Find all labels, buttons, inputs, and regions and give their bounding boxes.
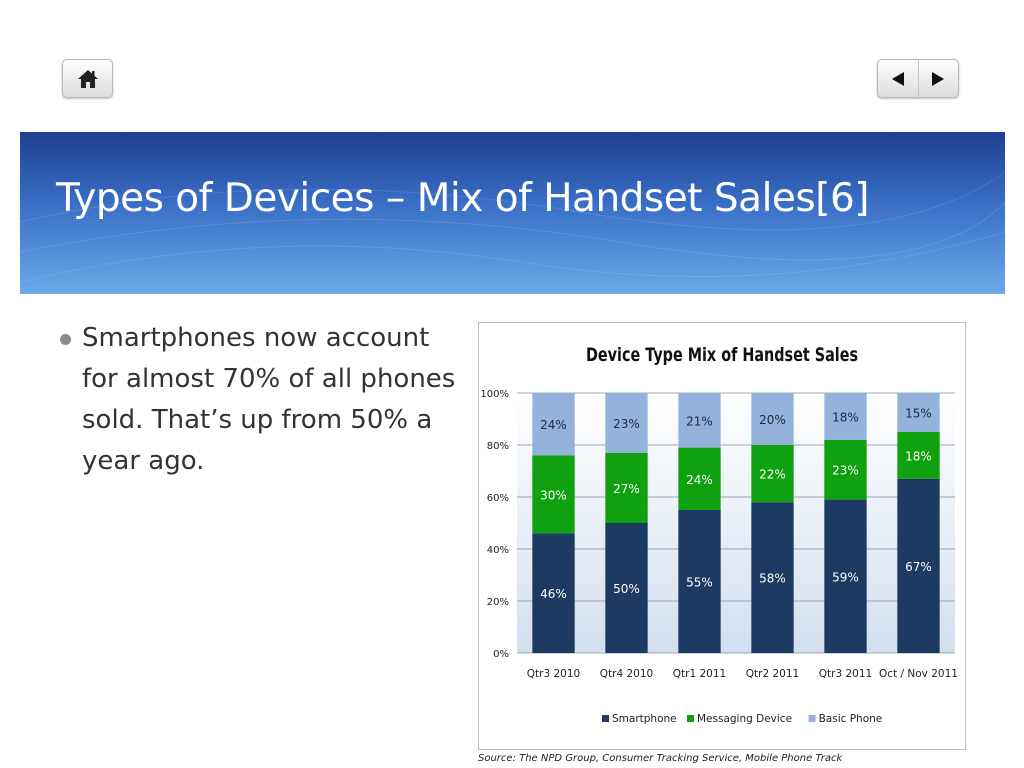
data-label: 18% xyxy=(832,410,859,424)
legend-entry: Basic Phone xyxy=(819,713,883,725)
data-label: 23% xyxy=(613,417,640,431)
stacked-bar-chart: Device Type Mix of Handset Sales 0% 20% 40%… xyxy=(480,344,958,725)
chart-source: Source: The NPD Group, Consumer Tracking… xyxy=(478,753,843,764)
legend-swatch xyxy=(602,715,609,722)
legend-entry: Messaging Device xyxy=(697,713,792,725)
bar-segment xyxy=(532,393,575,456)
legend-swatch xyxy=(808,715,816,722)
home-icon xyxy=(77,69,98,88)
banner-texture xyxy=(20,171,1005,283)
legend-swatch xyxy=(687,715,694,722)
bar-segment xyxy=(605,523,648,653)
triangle-left-icon xyxy=(891,71,904,86)
data-label: 59% xyxy=(832,570,859,584)
data-label: 23% xyxy=(832,464,859,478)
bar-segment xyxy=(678,510,721,653)
data-label: 67% xyxy=(905,560,932,574)
x-tick-label: Qtr3 2011 xyxy=(819,668,872,680)
bar-segment xyxy=(751,445,794,503)
y-tick-label: 60% xyxy=(487,493,509,504)
next-slide-button[interactable] xyxy=(917,60,959,97)
bar-segment xyxy=(532,455,575,534)
slide-title: Types of Devices – Mix of Handset Sales[… xyxy=(56,176,869,221)
slide-pager xyxy=(877,59,959,98)
y-tick-label: 0% xyxy=(493,649,509,660)
data-label: 21% xyxy=(686,414,713,428)
title-banner: Types of Devices – Mix of Handset Sales[… xyxy=(20,132,1005,294)
x-tick-label: Oct / Nov 2011 xyxy=(879,668,958,680)
data-label: 46% xyxy=(540,587,567,601)
triangle-right-icon xyxy=(932,71,945,86)
bar-segment xyxy=(751,502,794,653)
y-tick-label: 100% xyxy=(480,389,509,400)
bar-segment xyxy=(897,478,940,653)
data-label: 15% xyxy=(905,407,932,421)
y-tick-label: 20% xyxy=(487,597,509,608)
plot-area xyxy=(517,393,955,653)
x-tick-label: Qtr2 2011 xyxy=(746,668,799,680)
bar-segment xyxy=(605,452,648,523)
x-tick-label: Qtr3 2010 xyxy=(527,668,580,680)
x-tick-label: Qtr4 2010 xyxy=(600,668,653,680)
bar-segment xyxy=(824,393,867,440)
data-label: 55% xyxy=(686,576,713,590)
bar-segment xyxy=(897,393,940,432)
bullet-text: Smartphones now account for almost 70% o… xyxy=(82,323,456,476)
data-label: 58% xyxy=(759,572,786,586)
data-label: 20% xyxy=(759,413,786,427)
bar-segment xyxy=(532,533,575,653)
data-label: 24% xyxy=(686,473,713,487)
bar-segment xyxy=(824,439,867,500)
data-label: 18% xyxy=(905,449,932,463)
previous-slide-button[interactable] xyxy=(878,60,918,97)
bullet-dot xyxy=(60,334,71,345)
bar-segment xyxy=(678,447,721,510)
bar-segment xyxy=(897,432,940,479)
chart-title: Device Type Mix of Handset Sales xyxy=(586,344,858,366)
y-tick-label: 40% xyxy=(487,545,509,556)
data-label: 24% xyxy=(540,418,567,432)
home-button[interactable] xyxy=(62,59,113,98)
y-tick-label: 80% xyxy=(487,441,509,452)
bar-segment xyxy=(605,393,648,453)
x-tick-label: Qtr1 2011 xyxy=(673,668,726,680)
bar-segment xyxy=(751,393,794,445)
data-label: 50% xyxy=(613,582,640,596)
chart-frame: Device Type Mix of Handset Sales 0% 20% 40%… xyxy=(478,322,966,750)
bar-segment xyxy=(824,499,867,653)
data-label: 22% xyxy=(759,468,786,482)
data-label: 27% xyxy=(613,482,640,496)
bar-segment xyxy=(678,393,721,448)
legend-entry: Smartphone xyxy=(612,713,677,725)
data-label: 30% xyxy=(540,488,567,502)
